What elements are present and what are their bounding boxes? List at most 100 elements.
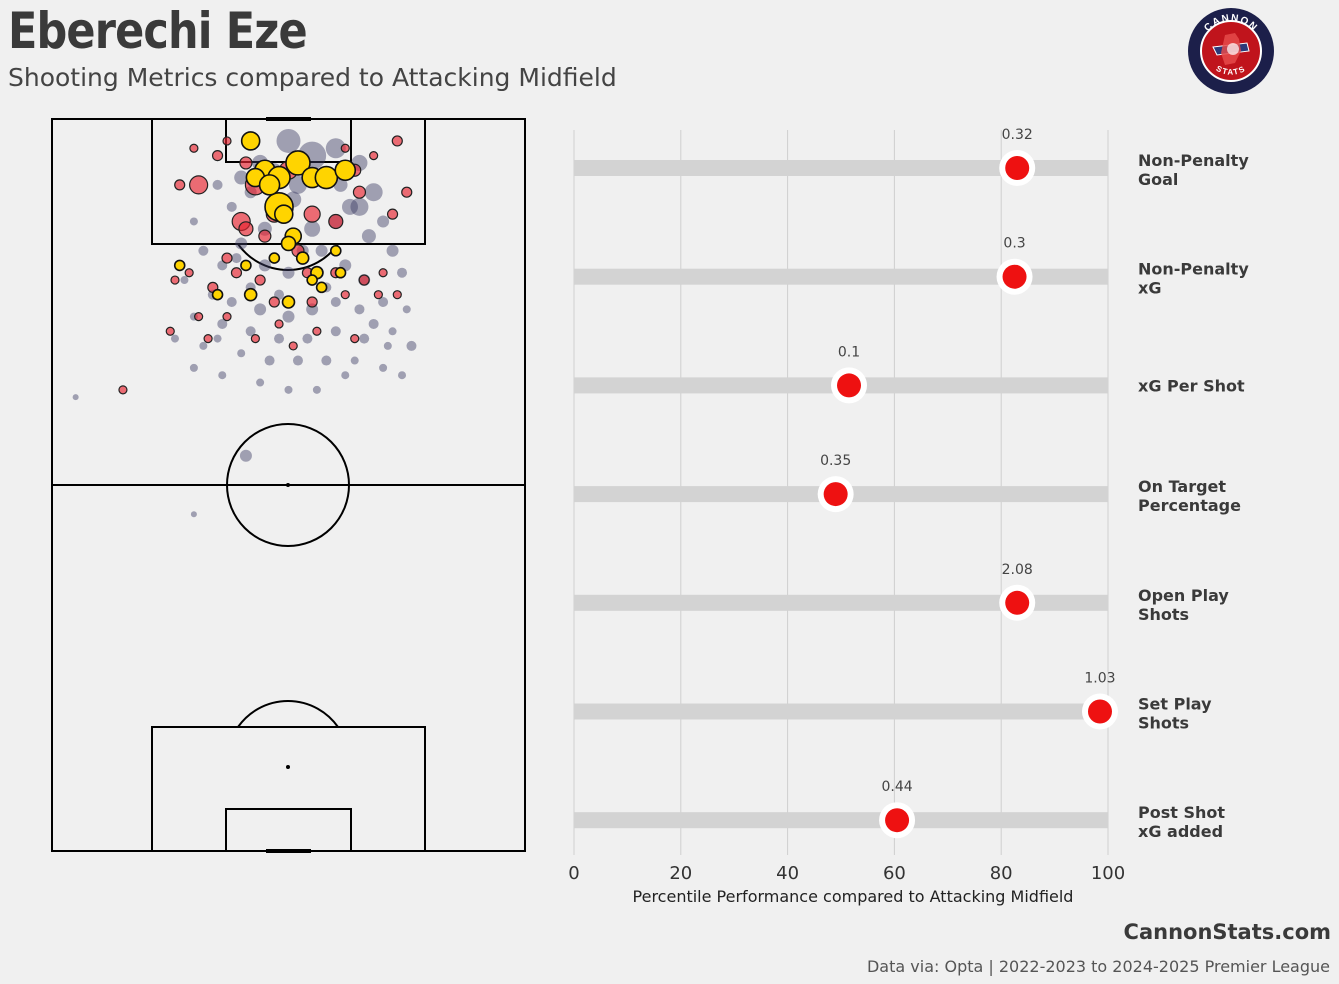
comparison-shot [190, 511, 197, 518]
metric-track [574, 160, 1108, 176]
comparison-shot [189, 217, 198, 226]
brand-text: CannonStats.com [1123, 920, 1331, 944]
comparison-shot [364, 183, 383, 202]
player-goal [211, 288, 224, 301]
metric-track [574, 703, 1108, 720]
comparison-shot [180, 276, 189, 285]
player-shot [203, 334, 213, 344]
comparison-shot [170, 334, 179, 343]
player-shot [222, 312, 232, 322]
value-label: 0.32 [1002, 127, 1033, 143]
comparison-shot [199, 341, 208, 350]
value-label: 0.3 [1003, 236, 1025, 252]
metric-label: Set Play [1138, 695, 1212, 714]
comparison-shot [341, 198, 358, 215]
comparison-shot [274, 333, 285, 344]
player-goal [285, 150, 311, 176]
player-shot [303, 205, 321, 223]
cannon-stats-logo: CANNON STATS [1188, 8, 1274, 94]
metric-label: Non-Penalty [1138, 260, 1249, 279]
player-shot [288, 341, 298, 351]
centre-circle [226, 423, 350, 547]
player-shot [174, 179, 186, 191]
player-name: Eberechi Eze [8, 2, 308, 60]
player-shot [211, 149, 224, 162]
player-shot [230, 267, 243, 279]
value-label: 0.35 [820, 453, 851, 469]
value-label: 1.03 [1084, 671, 1115, 687]
comparison-shot [379, 363, 388, 372]
comparison-shot [239, 449, 252, 462]
player-goal [240, 259, 252, 272]
percentile-marker [885, 808, 910, 833]
player-shot [350, 334, 360, 344]
comparison-shot [388, 327, 397, 336]
comparison-shot [377, 215, 390, 228]
comparison-shot [282, 266, 295, 279]
comparison-shot [386, 244, 399, 257]
player-goal [334, 266, 347, 279]
comparison-shot [256, 378, 265, 387]
player-goal [268, 252, 281, 264]
comparison-shot [302, 333, 313, 344]
x-axis-label: Percentile Performance compared to Attac… [633, 887, 1074, 906]
player-shot [189, 175, 209, 195]
player-shot [268, 296, 280, 308]
player-goal [334, 159, 357, 182]
comparison-shot [198, 245, 209, 256]
comparison-shot [237, 349, 246, 358]
comparison-shot [359, 333, 370, 344]
metric-label-line2: xG [1138, 279, 1161, 298]
comparison-shot [245, 326, 256, 337]
player-shot [386, 208, 399, 220]
comparison-shot [383, 341, 392, 350]
player-goal [314, 165, 339, 190]
player-shot [165, 326, 175, 336]
x-axis-ticks: 0 20 40 60 80 100 [568, 863, 1125, 884]
data-source-text: Data via: Opta | 2022-2023 to 2024-2025 … [866, 957, 1330, 976]
comparison-shot [213, 334, 222, 343]
player-shot [401, 186, 413, 198]
x-tick-label: 40 [776, 863, 799, 884]
x-tick-label: 100 [1091, 863, 1125, 884]
metric-label-line2: Goal [1138, 170, 1178, 189]
svg-text:STATS: STATS [1215, 64, 1248, 77]
page-subtitle: Shooting Metrics compared to Attacking M… [8, 63, 617, 92]
percentile-marker [837, 373, 862, 398]
comparison-shot [312, 385, 321, 394]
value-label: 2.08 [1002, 562, 1033, 578]
player-shot [258, 229, 272, 243]
comparison-shot [321, 355, 332, 366]
player-shot [250, 334, 260, 344]
comparison-shot [406, 340, 417, 351]
metric-label: Open Play [1138, 586, 1229, 605]
x-tick-label: 20 [669, 863, 692, 884]
player-shot [378, 268, 388, 278]
comparison-shot [226, 201, 237, 212]
player-shot [239, 156, 253, 170]
player-shot [274, 319, 284, 329]
comparison-shot [217, 318, 228, 329]
x-tick-label: 80 [990, 863, 1013, 884]
player-shot [340, 143, 350, 153]
bottom-six-yard-box [225, 808, 352, 852]
metric-label-line2: xG added [1138, 822, 1223, 841]
comparison-shot [231, 253, 242, 264]
player-goal [295, 251, 310, 265]
comparison-shot [218, 371, 227, 380]
comparison-shot [234, 170, 249, 185]
comparison-shot [325, 138, 346, 159]
comparison-shot [341, 371, 350, 380]
player-shot [312, 326, 322, 336]
player-shot [358, 274, 370, 286]
comparison-shot [350, 356, 359, 365]
metric-label: On Target [1138, 477, 1226, 496]
percentile-marker [1005, 156, 1030, 180]
player-goal [329, 244, 342, 257]
comparison-shot [282, 310, 295, 323]
player-shot [238, 221, 254, 237]
x-tick-label: 0 [568, 863, 579, 884]
player-shot [392, 290, 402, 300]
player-shot [306, 296, 318, 308]
metric-track [574, 594, 1108, 611]
